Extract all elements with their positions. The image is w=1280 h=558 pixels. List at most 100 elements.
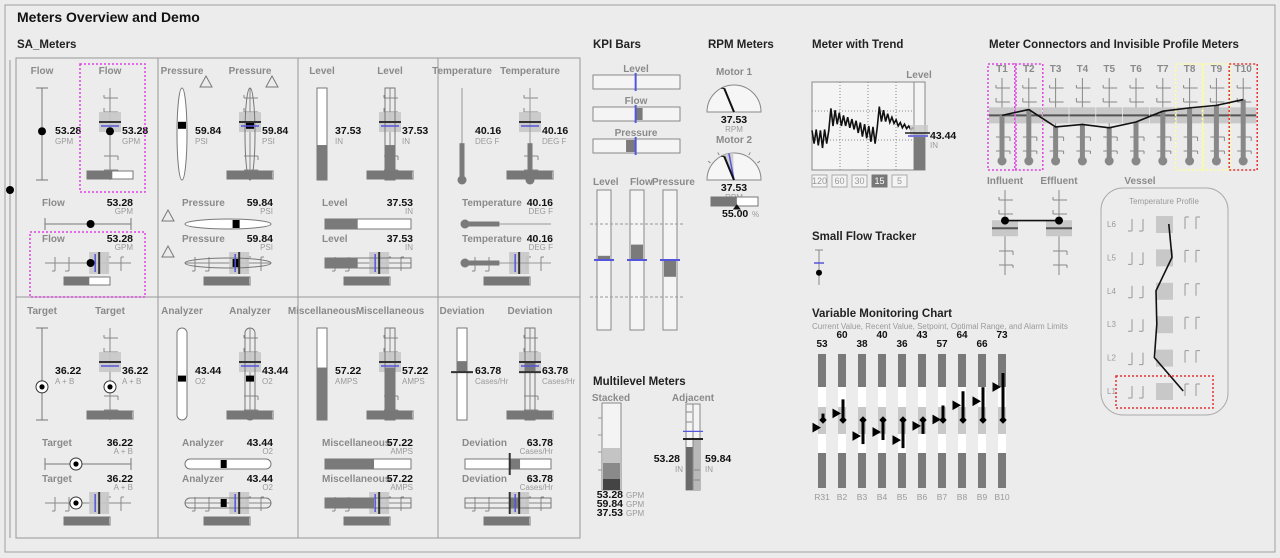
time-range-button-30[interactable]: 30 (851, 174, 868, 188)
vmc-column-B8[interactable]: 64 B8 (952, 330, 968, 502)
vmc-column-B10[interactable]: 73 B10 (992, 330, 1010, 502)
meter-graphic (451, 327, 473, 421)
vmc-column-B3[interactable]: 38 B3 (852, 339, 868, 502)
time-range-button-label: 30 (854, 176, 864, 186)
connector-meter-T10[interactable]: T10 (1228, 63, 1258, 171)
connector-meter-T7[interactable]: T7 (1149, 64, 1176, 166)
alarm-high-mark (998, 210, 1013, 215)
gauge-needle (723, 155, 735, 181)
kpi-bar-vertical[interactable]: Level (593, 177, 619, 331)
vessel-level-L1[interactable]: L1 (1107, 383, 1200, 400)
percent-bar[interactable]: 55.00% (710, 196, 759, 220)
vmc-setpoint-diamond (839, 416, 847, 424)
time-range-button-15[interactable]: 15 (871, 174, 888, 188)
kpi-bar-vertical[interactable]: Flow (627, 177, 653, 331)
connector-meter-T5[interactable]: T5 (1096, 64, 1123, 166)
connector-meter-T8[interactable]: T8 (1174, 63, 1205, 171)
kpi-bar-horizontal[interactable]: Pressure (592, 128, 681, 155)
meter-value: 59.84 (247, 233, 273, 245)
trend-chart[interactable] (811, 81, 930, 171)
vessel-level-L6[interactable]: L6 (1107, 216, 1200, 233)
status-bar-fill (344, 517, 390, 525)
meter-graphic (316, 327, 328, 421)
meter-value: 37.53 (402, 125, 428, 137)
vmc-column-B5[interactable]: 36 B5 (892, 339, 908, 502)
vmc-column-B7[interactable]: 57 B7 (932, 339, 948, 502)
vmc-column-B4[interactable]: 40 B4 (872, 330, 888, 502)
vessel-level-L4[interactable]: L4 (1107, 282, 1200, 300)
connector-meter-T3[interactable]: T3 (1042, 64, 1069, 166)
vessel-level-L5[interactable]: L5 (1107, 249, 1200, 267)
meter-graphic (1230, 78, 1257, 166)
connector-meter-T4[interactable]: T4 (1069, 64, 1096, 166)
connector-meter-T1[interactable]: T1 (987, 63, 1017, 171)
connector-meter-T2[interactable]: T2 (1014, 63, 1044, 171)
small-flow-tracker[interactable] (814, 249, 824, 285)
detailed-vertical-meter[interactable]: Target 36.22A + B (86, 306, 148, 420)
vmc-column-name: R31 (814, 492, 830, 502)
connector-meter-T6[interactable]: T6 (1123, 64, 1149, 166)
effluent-meter[interactable]: Effluent (1040, 176, 1078, 275)
time-range-button-5[interactable]: 5 (891, 174, 908, 188)
time-range-button-60[interactable]: 60 (831, 174, 848, 188)
vmc-column-B9[interactable]: 66 B9 (972, 339, 988, 502)
kpi-bar-vertical[interactable]: Pressure (652, 177, 695, 331)
mercury-fill (464, 260, 500, 266)
vessel-level-L2[interactable]: L2 (1107, 349, 1200, 367)
kpi-bar-horizontal[interactable]: Level (592, 64, 681, 91)
simple-horizontal-meter[interactable]: Target 36.22A + B (42, 437, 133, 471)
vmc-column-B2[interactable]: 60 B2 (832, 330, 848, 502)
tracker-dot (816, 269, 822, 276)
connector-meter-T9[interactable]: T9 (1201, 63, 1232, 171)
influent-meter[interactable]: Influent (987, 176, 1024, 275)
meter-graphic (1046, 190, 1072, 275)
time-range-button-120[interactable]: 120 (811, 174, 828, 188)
section-title-rpm-meters: RPM Meters (708, 39, 774, 51)
vessel-temperature-profile[interactable]: Temperature Profile L6 L5 L4 L3 L2 L1 (1100, 187, 1229, 416)
kpi-bar-horizontal[interactable]: Flow (592, 96, 681, 123)
vmc-column-name: B4 (877, 492, 888, 502)
vmc-column-B6[interactable]: 43 B6 (912, 330, 928, 502)
vmc-column-R31[interactable]: 53 R31 (812, 339, 830, 502)
meter-label: Miscellaneous (322, 438, 391, 449)
status-bar-fill (87, 171, 113, 179)
detailed-horizontal-meter[interactable]: Target 36.22A + B (42, 473, 133, 526)
meter-unit: A + B (114, 447, 133, 456)
simple-vertical-meter[interactable]: Target 36.22A + B (27, 306, 81, 421)
vessel-level-L3[interactable]: L3 (1107, 316, 1200, 334)
meter-value: 36.22 (107, 473, 133, 485)
effluent-label: Effluent (1040, 176, 1078, 187)
